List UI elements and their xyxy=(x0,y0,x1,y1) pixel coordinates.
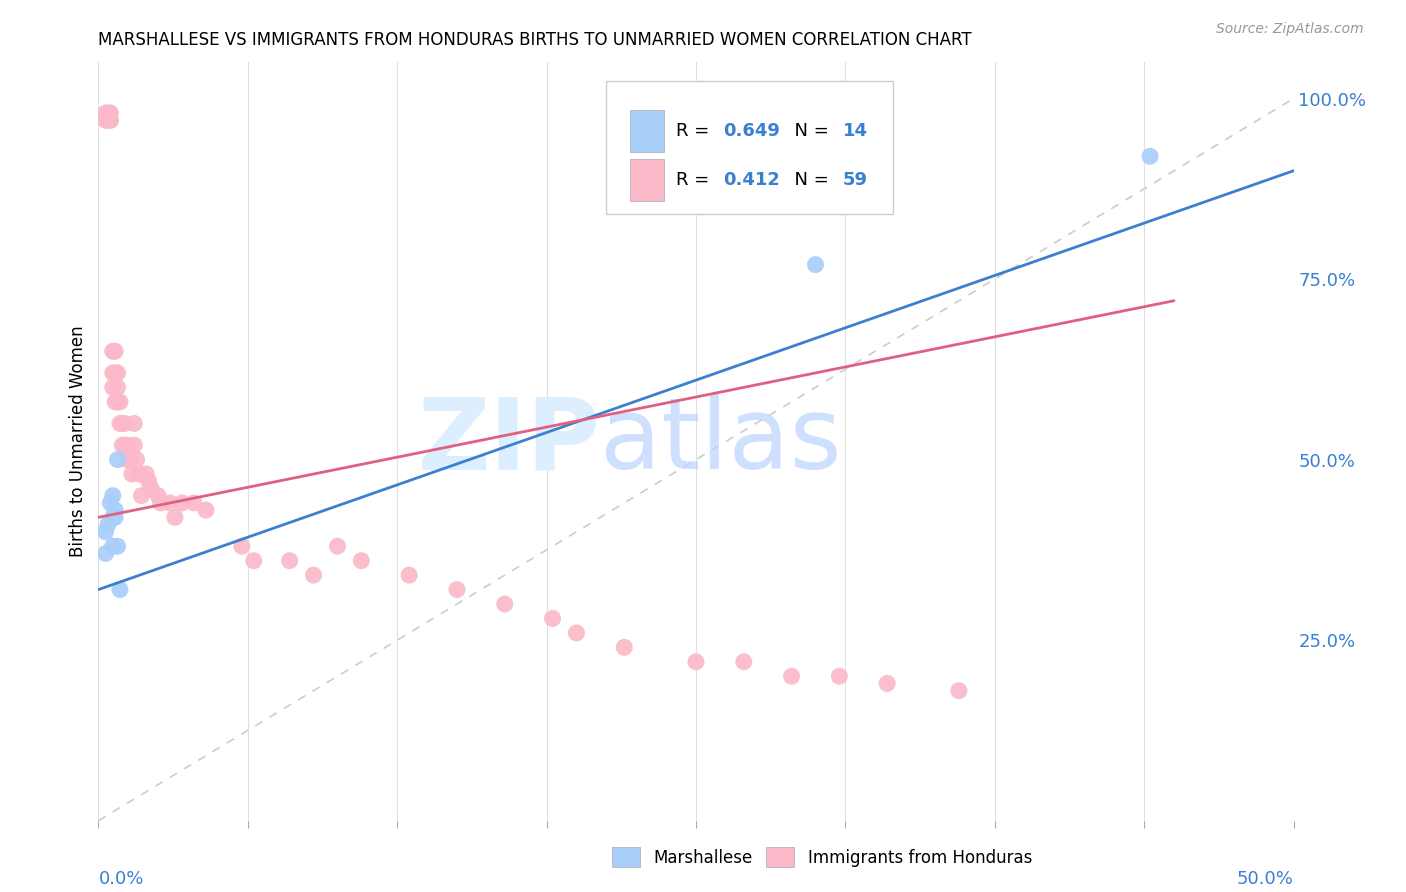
Point xyxy=(446,582,468,597)
Point xyxy=(104,503,127,517)
Point xyxy=(135,467,157,481)
Point xyxy=(115,438,138,452)
Point xyxy=(125,452,148,467)
Point xyxy=(685,655,707,669)
Text: 0.649: 0.649 xyxy=(724,121,780,140)
Point xyxy=(98,496,122,510)
Point xyxy=(104,510,127,524)
Point xyxy=(101,380,124,394)
Point xyxy=(108,417,131,431)
Point xyxy=(98,106,122,120)
Point xyxy=(107,452,129,467)
FancyBboxPatch shape xyxy=(630,110,664,152)
Text: R =: R = xyxy=(676,171,714,189)
Point xyxy=(780,669,803,683)
Point xyxy=(104,344,127,359)
Point xyxy=(94,524,117,539)
Point xyxy=(804,258,827,272)
FancyBboxPatch shape xyxy=(630,159,664,201)
Text: 59: 59 xyxy=(844,171,868,189)
Text: R =: R = xyxy=(676,121,714,140)
Text: atlas: atlas xyxy=(600,393,842,490)
Point xyxy=(138,475,160,489)
Point xyxy=(94,113,117,128)
Text: N =: N = xyxy=(783,171,835,189)
Point xyxy=(148,489,170,503)
Point xyxy=(97,113,120,128)
Point xyxy=(111,438,134,452)
Point xyxy=(172,496,194,510)
Point xyxy=(398,568,420,582)
Point xyxy=(183,496,205,510)
Point xyxy=(565,626,588,640)
Point xyxy=(733,655,755,669)
Y-axis label: Births to Unmarried Women: Births to Unmarried Women xyxy=(69,326,87,558)
Point xyxy=(115,452,138,467)
Point xyxy=(107,380,129,394)
Point xyxy=(494,597,516,611)
Text: Marshallese: Marshallese xyxy=(654,849,754,867)
Point xyxy=(876,676,898,690)
Point xyxy=(98,113,122,128)
Point xyxy=(107,366,129,380)
Point xyxy=(350,554,373,568)
Point xyxy=(124,438,146,452)
Text: 0.0%: 0.0% xyxy=(98,870,143,888)
Point xyxy=(107,394,129,409)
Point xyxy=(302,568,325,582)
Text: 14: 14 xyxy=(844,121,868,140)
Point xyxy=(139,482,162,496)
Point xyxy=(159,496,181,510)
FancyBboxPatch shape xyxy=(606,81,893,214)
Point xyxy=(104,366,127,380)
Point xyxy=(948,683,970,698)
Text: MARSHALLESE VS IMMIGRANTS FROM HONDURAS BIRTHS TO UNMARRIED WOMEN CORRELATION CH: MARSHALLESE VS IMMIGRANTS FROM HONDURAS … xyxy=(98,31,972,49)
Text: ZIP: ZIP xyxy=(418,393,600,490)
Text: Source: ZipAtlas.com: Source: ZipAtlas.com xyxy=(1216,22,1364,37)
Point xyxy=(101,510,124,524)
Point xyxy=(97,106,120,120)
Point xyxy=(128,467,150,481)
Text: N =: N = xyxy=(783,121,835,140)
Text: 0.412: 0.412 xyxy=(724,171,780,189)
Point xyxy=(121,467,143,481)
Point xyxy=(613,640,636,655)
Point xyxy=(326,539,349,553)
Point xyxy=(111,417,134,431)
Point xyxy=(107,539,129,553)
Point xyxy=(94,106,117,120)
Point xyxy=(108,582,131,597)
Point xyxy=(114,438,136,452)
Bar xyxy=(766,847,794,867)
Point xyxy=(97,517,120,532)
Point xyxy=(149,496,172,510)
Point xyxy=(104,394,127,409)
Point xyxy=(108,394,131,409)
Point xyxy=(94,546,117,560)
Point xyxy=(101,489,124,503)
Bar xyxy=(612,847,640,867)
Point xyxy=(114,417,136,431)
Point xyxy=(101,344,124,359)
Point xyxy=(828,669,851,683)
Point xyxy=(98,113,122,128)
Text: Immigrants from Honduras: Immigrants from Honduras xyxy=(808,849,1033,867)
Point xyxy=(231,539,253,553)
Point xyxy=(243,554,266,568)
Point xyxy=(101,366,124,380)
Text: 50.0%: 50.0% xyxy=(1237,870,1294,888)
Point xyxy=(124,417,146,431)
Point xyxy=(101,539,124,553)
Point xyxy=(541,611,564,625)
Point xyxy=(278,554,301,568)
Point xyxy=(131,489,153,503)
Point xyxy=(163,510,186,524)
Point xyxy=(118,452,141,467)
Point xyxy=(1139,149,1161,163)
Point xyxy=(195,503,218,517)
